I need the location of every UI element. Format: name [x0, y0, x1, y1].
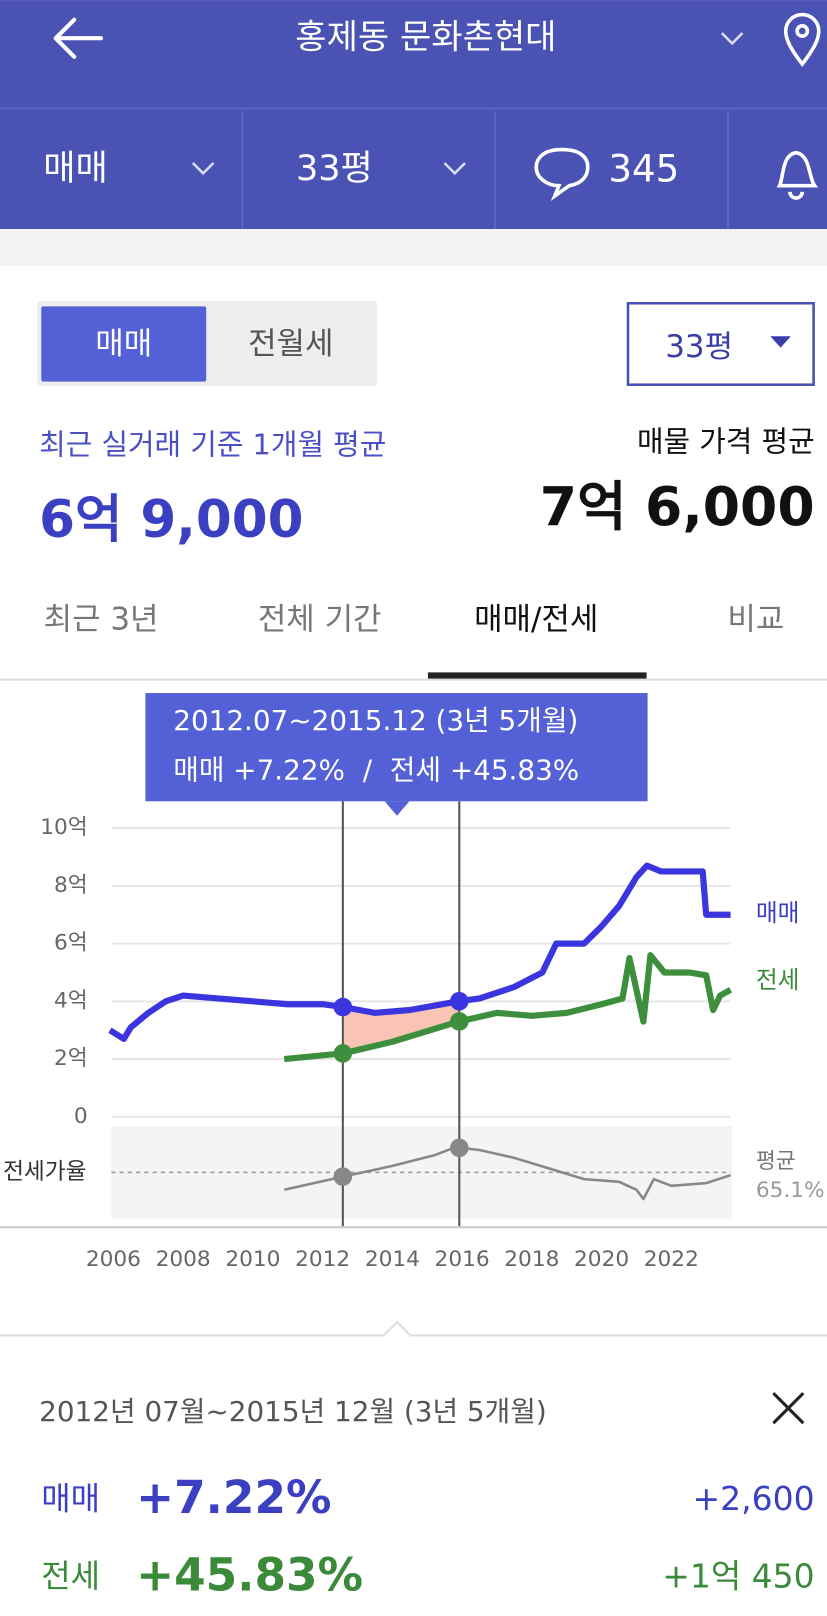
location-button[interactable] — [783, 12, 821, 67]
x-tick-label: 2018 — [504, 1247, 559, 1272]
listing-label: 매물 가격 평균 — [637, 424, 815, 458]
chart: 0 2억 4억 6억 8억 10억 2006 2008 2010 2012 2014 2016 2018… — [3, 693, 825, 1272]
ratio-panel — [111, 1126, 733, 1219]
deal-select[interactable]: 매매 — [43, 148, 108, 189]
size-dropdown-label: 33평 — [665, 329, 733, 365]
chevron — [191, 162, 215, 176]
detail-name: 전세 — [41, 1557, 100, 1595]
selection-marker — [450, 1012, 469, 1031]
tab[interactable]: 최근 3년 — [44, 601, 159, 637]
detail-change: +1억 450 — [662, 1556, 814, 1595]
x-tick-label: 2012 — [295, 1247, 350, 1272]
app-bar — [0, 0, 827, 229]
chevron — [443, 162, 466, 176]
title-dropdown[interactable] — [720, 32, 744, 46]
x-tick-label: 2020 — [574, 1247, 629, 1272]
comment-count[interactable]: 345 — [608, 148, 679, 191]
legend-label: 매매 — [756, 899, 800, 927]
tab[interactable]: 비교 — [727, 601, 784, 637]
selection-marker — [450, 1138, 469, 1158]
x-tick-label: 2014 — [365, 1247, 420, 1272]
y-tick-label: 10억 — [40, 815, 87, 840]
recent-price: 6억 9,000 — [39, 490, 303, 550]
detail-rate: +45.83% — [136, 1548, 363, 1601]
tooltip-pointer — [384, 801, 410, 816]
spacer — [0, 228, 827, 267]
tooltip-rates: 매매 +7.22% / 전세 +45.83% — [173, 753, 579, 786]
toggle-option[interactable]: 전월세 — [248, 326, 333, 362]
selection-marker — [450, 991, 469, 1011]
toggle-option[interactable]: 매매 — [95, 326, 152, 362]
alarm-icon[interactable] — [776, 150, 819, 200]
average-title: 평균 — [756, 1149, 796, 1174]
dropdown-arrow — [770, 336, 791, 348]
selection-marker — [333, 1167, 353, 1186]
tooltip — [145, 693, 648, 802]
detail-rate: +7.22% — [136, 1471, 331, 1524]
toggle-active[interactable] — [41, 306, 207, 382]
selection-marker — [333, 1044, 353, 1063]
selection-marker — [333, 997, 353, 1017]
title: 홍제동 문화촌현대 — [295, 18, 556, 58]
legend-label: 전세 — [756, 966, 800, 994]
average-label: 65.1% — [756, 1178, 825, 1203]
y-tick-label: 0 — [74, 1104, 88, 1129]
x-tick-label: 2006 — [86, 1247, 141, 1272]
y-tick-label: 6억 — [54, 931, 88, 956]
y-tick-label: 2억 — [54, 1046, 88, 1071]
tooltip-range: 2012.07~2015.12 (3년 5개월) — [173, 704, 578, 737]
x-tick-label: 2022 — [644, 1247, 699, 1272]
x-tick-label: 2010 — [225, 1247, 280, 1272]
series-line — [283, 1146, 731, 1201]
y-tick-label: 8억 — [54, 873, 88, 898]
x-tick-label: 2008 — [156, 1247, 211, 1272]
recent-label: 최근 실거래 기준 1개월 평균 — [39, 428, 386, 462]
y-tick-label: 4억 — [54, 988, 88, 1013]
tab-active[interactable]: 매매/전세 — [474, 601, 598, 637]
comment-icon[interactable] — [534, 147, 590, 202]
detail-range: 2012년 07월~2015년 12월 (3년 5개월) — [39, 1395, 547, 1428]
x-tick-label: 2016 — [435, 1247, 490, 1272]
legend-label: 전세가율 — [3, 1159, 86, 1185]
back-button[interactable] — [53, 17, 104, 59]
listing-price: 7억 6,000 — [540, 475, 815, 538]
detail-name: 매매 — [41, 1479, 100, 1517]
close-button[interactable] — [772, 1392, 805, 1425]
size-select[interactable]: 33평 — [296, 148, 373, 189]
detail-change: +2,600 — [693, 1479, 815, 1518]
detail-border — [0, 1320, 827, 1337]
tab[interactable]: 전체 기간 — [258, 601, 382, 637]
tab-indicator — [427, 672, 647, 679]
series-line — [283, 952, 733, 1063]
